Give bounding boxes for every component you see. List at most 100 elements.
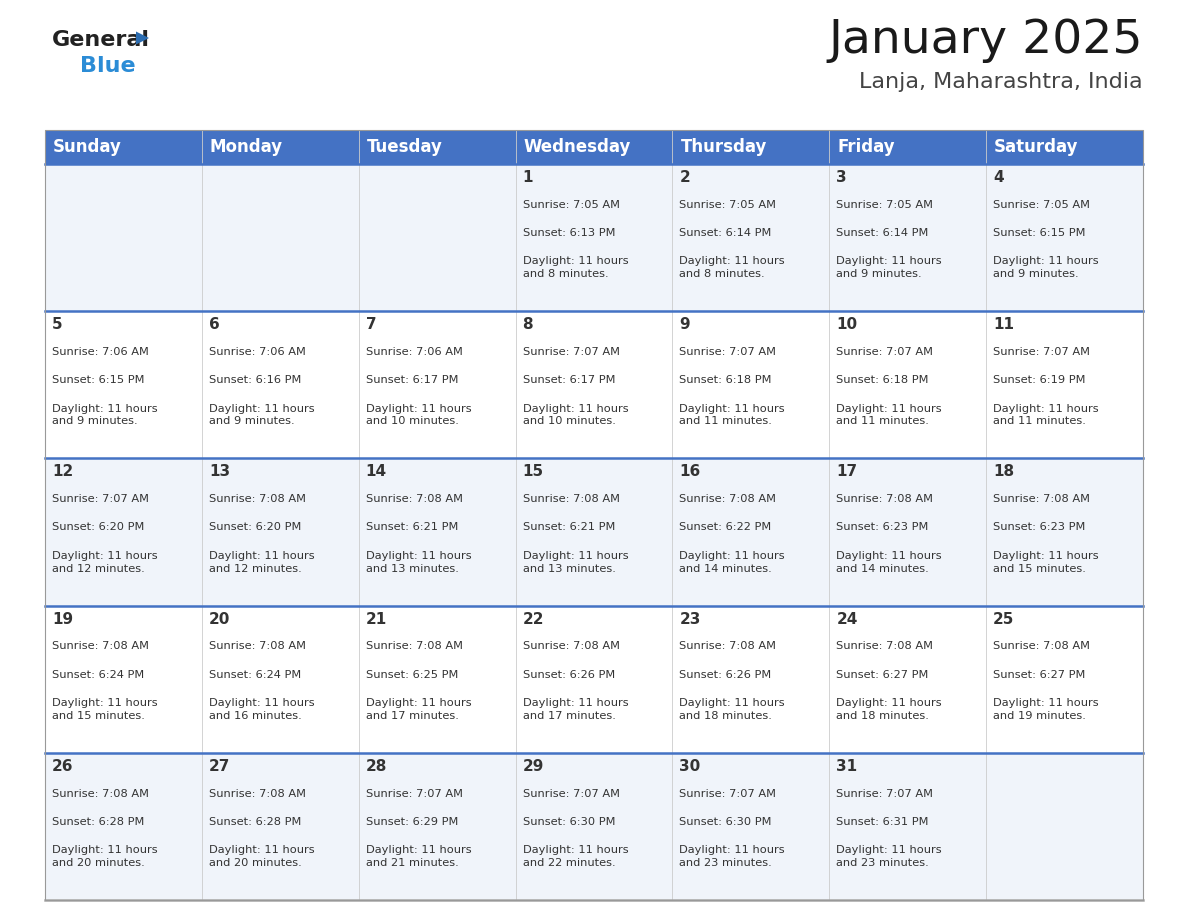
Text: 31: 31 (836, 759, 858, 774)
Text: Daylight: 11 hours
and 11 minutes.: Daylight: 11 hours and 11 minutes. (993, 404, 1099, 426)
Text: Sunset: 6:29 PM: Sunset: 6:29 PM (366, 817, 459, 827)
Text: Sunrise: 7:07 AM: Sunrise: 7:07 AM (366, 789, 462, 799)
Text: Sunrise: 7:07 AM: Sunrise: 7:07 AM (523, 347, 620, 357)
Bar (986, 606, 1143, 753)
Text: 11: 11 (993, 318, 1015, 332)
Text: Sunrise: 7:05 AM: Sunrise: 7:05 AM (836, 200, 934, 209)
Text: Sunset: 6:28 PM: Sunset: 6:28 PM (52, 817, 145, 827)
Text: Daylight: 11 hours
and 17 minutes.: Daylight: 11 hours and 17 minutes. (366, 698, 472, 721)
Text: Blue: Blue (80, 56, 135, 76)
Text: Sunrise: 7:08 AM: Sunrise: 7:08 AM (52, 642, 148, 652)
Text: Sunset: 6:18 PM: Sunset: 6:18 PM (680, 375, 772, 386)
Text: Daylight: 11 hours
and 14 minutes.: Daylight: 11 hours and 14 minutes. (836, 551, 942, 574)
Bar (359, 130, 516, 164)
Text: Daylight: 11 hours
and 13 minutes.: Daylight: 11 hours and 13 minutes. (523, 551, 628, 574)
Text: 6: 6 (209, 318, 220, 332)
Text: Daylight: 11 hours
and 23 minutes.: Daylight: 11 hours and 23 minutes. (836, 845, 942, 868)
Text: Daylight: 11 hours
and 23 minutes.: Daylight: 11 hours and 23 minutes. (680, 845, 785, 868)
Text: Daylight: 11 hours
and 15 minutes.: Daylight: 11 hours and 15 minutes. (993, 551, 1099, 574)
Text: Sunrise: 7:08 AM: Sunrise: 7:08 AM (366, 642, 462, 652)
Text: Daylight: 11 hours
and 16 minutes.: Daylight: 11 hours and 16 minutes. (209, 698, 315, 721)
Text: Sunrise: 7:07 AM: Sunrise: 7:07 AM (680, 347, 777, 357)
Bar (202, 130, 359, 164)
Bar (359, 164, 516, 311)
Text: 25: 25 (993, 611, 1015, 627)
Text: Sunset: 6:24 PM: Sunset: 6:24 PM (52, 669, 144, 679)
Text: Daylight: 11 hours
and 10 minutes.: Daylight: 11 hours and 10 minutes. (523, 404, 628, 426)
Bar (359, 753, 516, 900)
Text: 23: 23 (680, 611, 701, 627)
Text: Sunset: 6:30 PM: Sunset: 6:30 PM (680, 817, 772, 827)
Text: Sunset: 6:17 PM: Sunset: 6:17 PM (366, 375, 459, 386)
Bar (672, 753, 829, 900)
Text: Sunset: 6:26 PM: Sunset: 6:26 PM (680, 669, 772, 679)
Text: Sunset: 6:14 PM: Sunset: 6:14 PM (836, 228, 929, 238)
Text: Daylight: 11 hours
and 15 minutes.: Daylight: 11 hours and 15 minutes. (52, 698, 158, 721)
Text: Daylight: 11 hours
and 12 minutes.: Daylight: 11 hours and 12 minutes. (52, 551, 158, 574)
Text: 9: 9 (680, 318, 690, 332)
Text: Daylight: 11 hours
and 20 minutes.: Daylight: 11 hours and 20 minutes. (209, 845, 315, 868)
Bar (829, 753, 986, 900)
Text: Daylight: 11 hours
and 9 minutes.: Daylight: 11 hours and 9 minutes. (52, 404, 158, 426)
Bar (45, 753, 202, 900)
Text: Sunset: 6:23 PM: Sunset: 6:23 PM (993, 522, 1086, 532)
Text: Saturday: Saturday (994, 138, 1079, 156)
Text: Sunset: 6:13 PM: Sunset: 6:13 PM (523, 228, 615, 238)
Text: Friday: Friday (838, 138, 895, 156)
Bar (516, 458, 672, 606)
Text: Daylight: 11 hours
and 9 minutes.: Daylight: 11 hours and 9 minutes. (993, 256, 1099, 279)
Text: Sunrise: 7:08 AM: Sunrise: 7:08 AM (680, 494, 777, 504)
Text: Sunrise: 7:07 AM: Sunrise: 7:07 AM (993, 347, 1091, 357)
Bar (516, 753, 672, 900)
Text: Daylight: 11 hours
and 10 minutes.: Daylight: 11 hours and 10 minutes. (366, 404, 472, 426)
Text: Sunrise: 7:07 AM: Sunrise: 7:07 AM (52, 494, 148, 504)
Text: Sunset: 6:20 PM: Sunset: 6:20 PM (209, 522, 302, 532)
Text: Sunrise: 7:08 AM: Sunrise: 7:08 AM (836, 642, 934, 652)
Text: Sunset: 6:19 PM: Sunset: 6:19 PM (993, 375, 1086, 386)
Text: 26: 26 (52, 759, 74, 774)
Text: Daylight: 11 hours
and 17 minutes.: Daylight: 11 hours and 17 minutes. (523, 698, 628, 721)
Text: 7: 7 (366, 318, 377, 332)
Text: 5: 5 (52, 318, 63, 332)
Text: Sunset: 6:15 PM: Sunset: 6:15 PM (52, 375, 145, 386)
Text: 22: 22 (523, 611, 544, 627)
Text: Daylight: 11 hours
and 18 minutes.: Daylight: 11 hours and 18 minutes. (836, 698, 942, 721)
Text: 28: 28 (366, 759, 387, 774)
Bar (672, 164, 829, 311)
Text: Sunset: 6:15 PM: Sunset: 6:15 PM (993, 228, 1086, 238)
Text: Sunrise: 7:08 AM: Sunrise: 7:08 AM (366, 494, 462, 504)
Text: Daylight: 11 hours
and 11 minutes.: Daylight: 11 hours and 11 minutes. (680, 404, 785, 426)
Text: Thursday: Thursday (681, 138, 766, 156)
Text: Daylight: 11 hours
and 8 minutes.: Daylight: 11 hours and 8 minutes. (680, 256, 785, 279)
Text: Sunset: 6:17 PM: Sunset: 6:17 PM (523, 375, 615, 386)
Text: Sunset: 6:18 PM: Sunset: 6:18 PM (836, 375, 929, 386)
Text: Sunrise: 7:08 AM: Sunrise: 7:08 AM (523, 642, 620, 652)
Bar (359, 606, 516, 753)
Text: 12: 12 (52, 465, 74, 479)
Bar (829, 311, 986, 458)
Bar (516, 311, 672, 458)
Bar (986, 458, 1143, 606)
Bar (986, 311, 1143, 458)
Text: Daylight: 11 hours
and 11 minutes.: Daylight: 11 hours and 11 minutes. (836, 404, 942, 426)
Text: Daylight: 11 hours
and 21 minutes.: Daylight: 11 hours and 21 minutes. (366, 845, 472, 868)
Text: 15: 15 (523, 465, 544, 479)
Text: Daylight: 11 hours
and 8 minutes.: Daylight: 11 hours and 8 minutes. (523, 256, 628, 279)
Text: Daylight: 11 hours
and 18 minutes.: Daylight: 11 hours and 18 minutes. (680, 698, 785, 721)
Polygon shape (135, 31, 148, 44)
Bar (986, 164, 1143, 311)
Text: Sunset: 6:27 PM: Sunset: 6:27 PM (836, 669, 929, 679)
Text: Sunrise: 7:05 AM: Sunrise: 7:05 AM (993, 200, 1091, 209)
Text: Sunset: 6:20 PM: Sunset: 6:20 PM (52, 522, 145, 532)
Bar (516, 606, 672, 753)
Bar (672, 311, 829, 458)
Text: 24: 24 (836, 611, 858, 627)
Text: 19: 19 (52, 611, 74, 627)
Text: 29: 29 (523, 759, 544, 774)
Text: Monday: Monday (210, 138, 283, 156)
Text: Sunrise: 7:08 AM: Sunrise: 7:08 AM (209, 789, 305, 799)
Text: Sunset: 6:28 PM: Sunset: 6:28 PM (209, 817, 302, 827)
Bar (672, 458, 829, 606)
Bar (202, 606, 359, 753)
Text: Sunrise: 7:08 AM: Sunrise: 7:08 AM (523, 494, 620, 504)
